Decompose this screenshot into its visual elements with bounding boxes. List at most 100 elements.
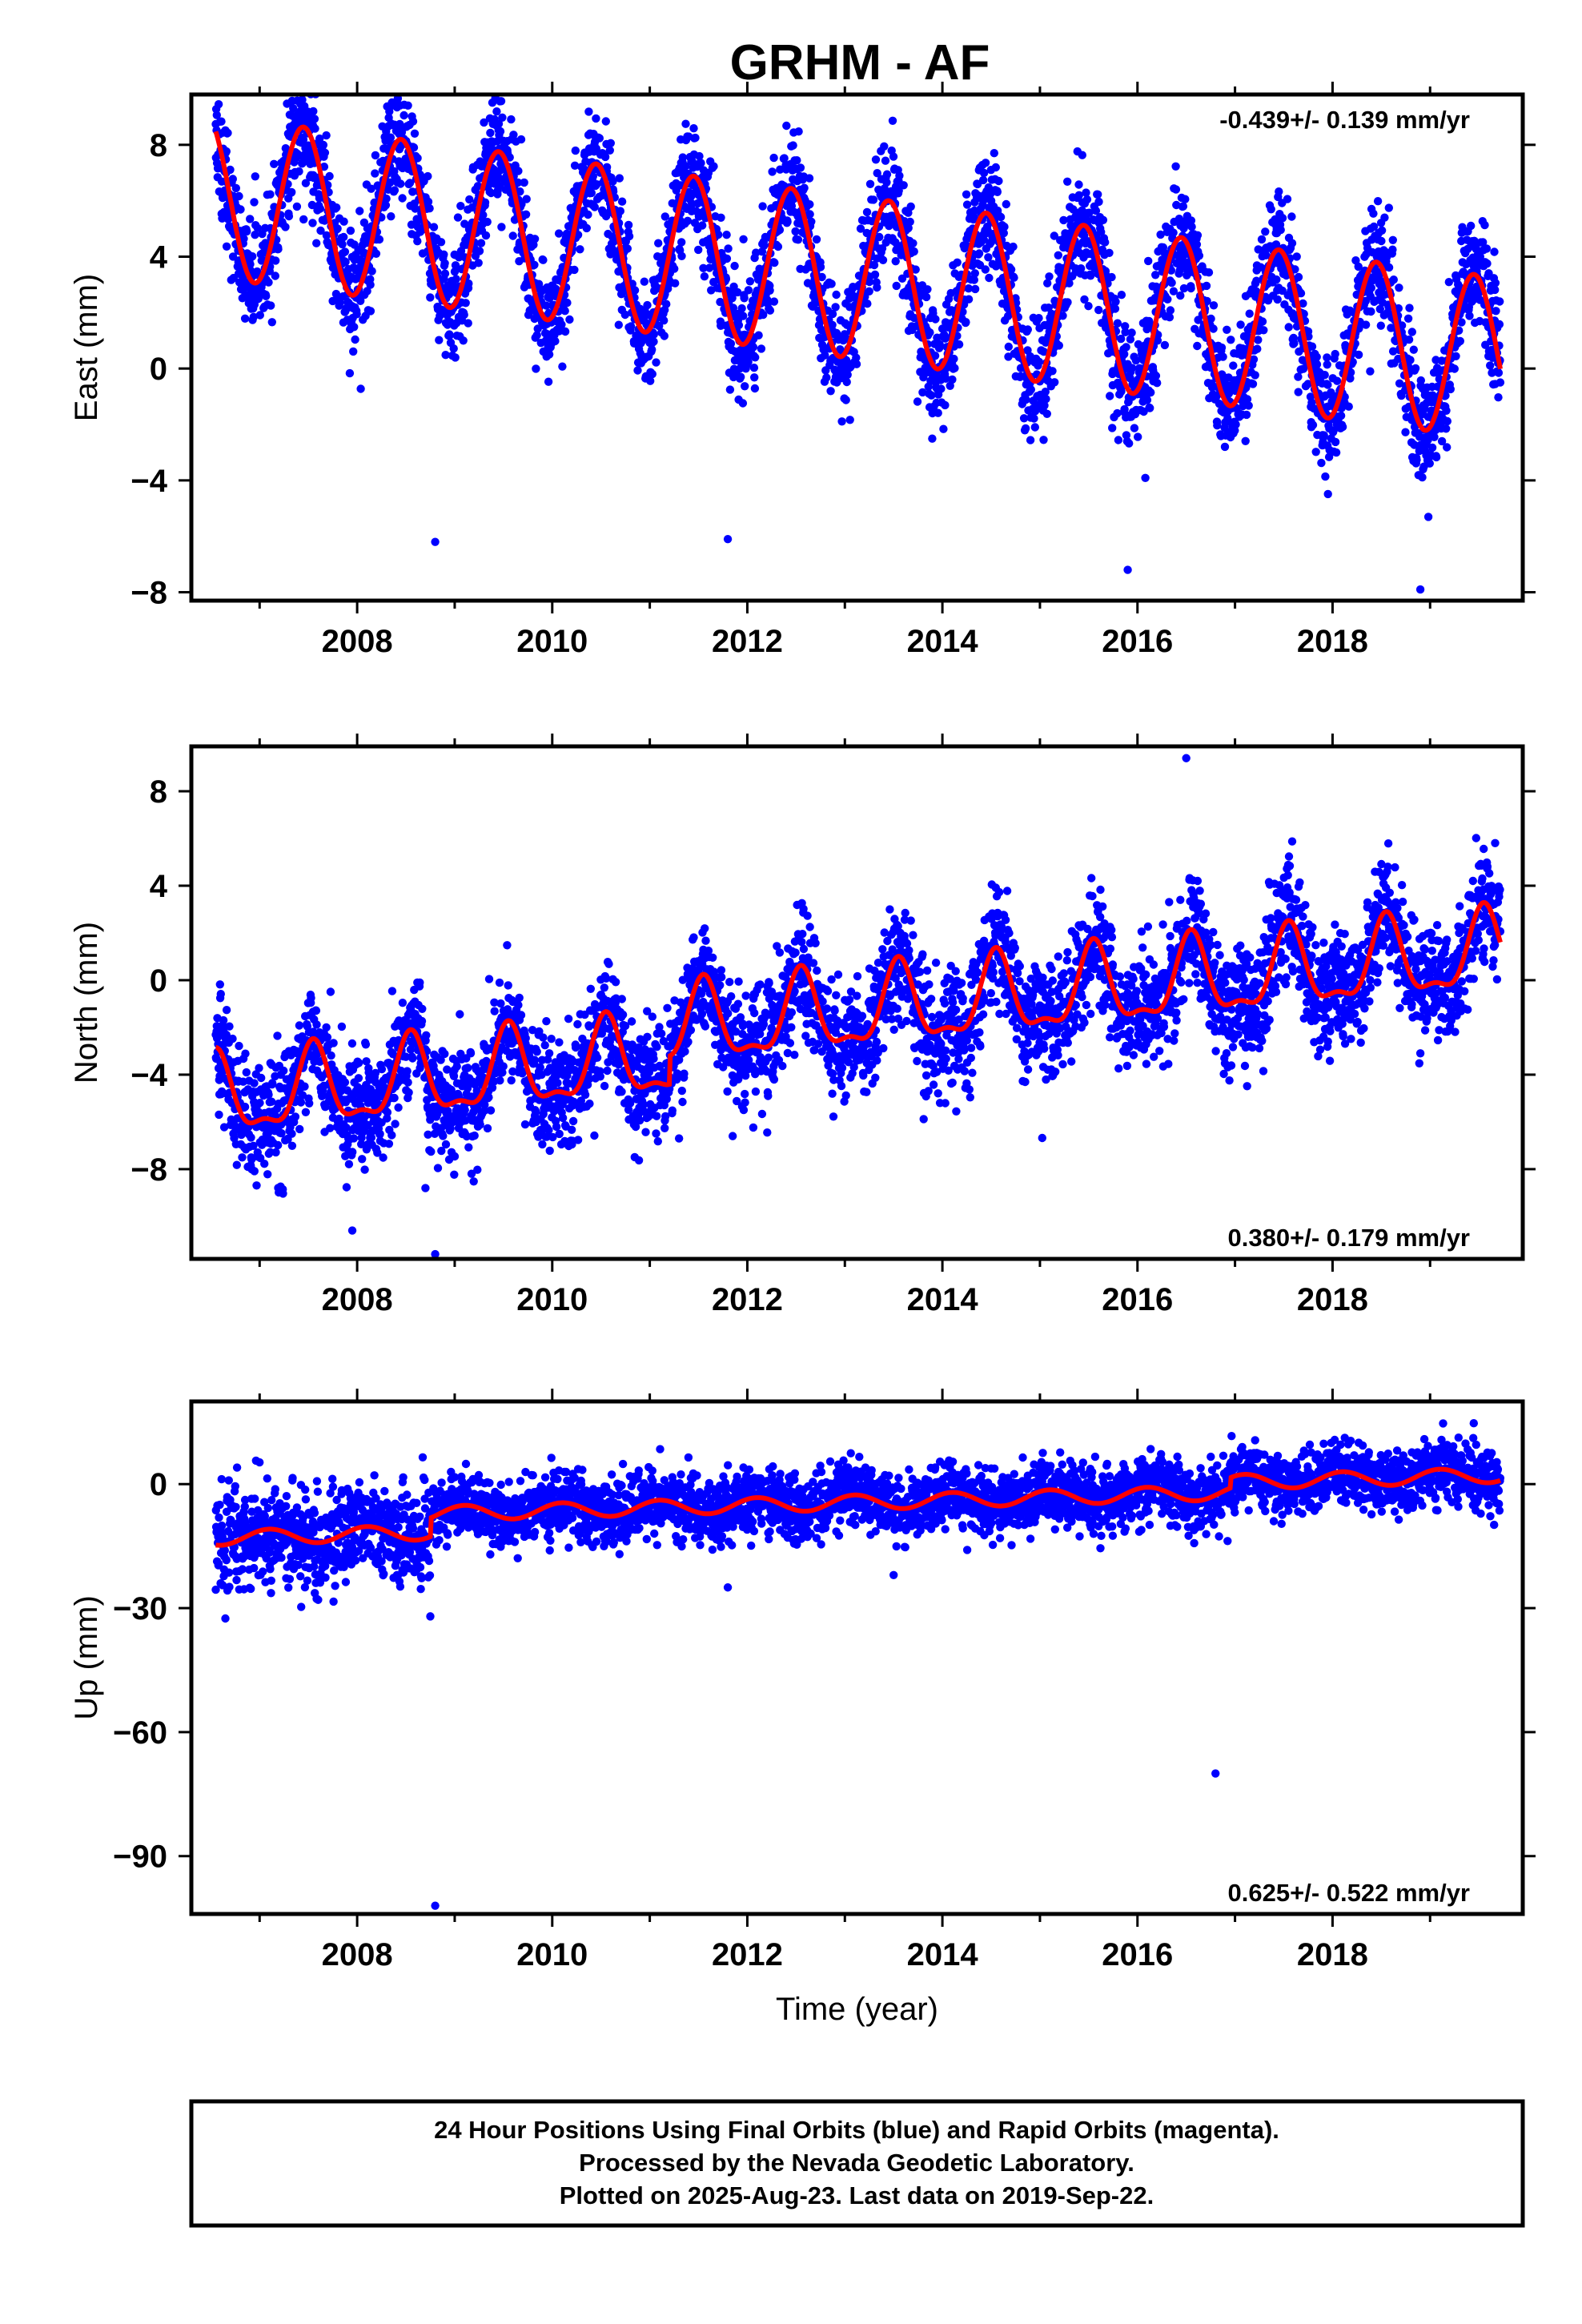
data-point: [250, 1167, 259, 1176]
data-point: [219, 1015, 228, 1025]
data-point: [942, 374, 950, 383]
data-point: [942, 333, 950, 342]
data-point: [222, 242, 231, 251]
data-point: [1122, 343, 1130, 352]
data-point: [714, 230, 723, 239]
data-point: [1207, 314, 1215, 324]
data-point: [1193, 341, 1202, 351]
data-point: [623, 244, 632, 253]
data-point: [274, 244, 283, 254]
data-point: [476, 239, 486, 247]
data-point: [352, 310, 361, 319]
data-point: [496, 97, 506, 106]
data-point: [765, 306, 775, 315]
data-point: [1427, 443, 1437, 452]
data-point: [371, 169, 379, 178]
data-point: [440, 259, 449, 267]
data-point: [216, 990, 225, 999]
data-point: [1284, 323, 1293, 332]
data-point: [1375, 304, 1385, 314]
data-point: [1117, 291, 1126, 300]
data-point: [494, 173, 503, 182]
data-point: [863, 300, 872, 308]
data-point: [461, 299, 470, 308]
data-point: [440, 250, 448, 259]
data-point: [1044, 304, 1054, 312]
data-point: [360, 1165, 369, 1174]
data-point: [411, 204, 420, 213]
data-point: [1059, 215, 1068, 225]
data-point: [760, 241, 769, 250]
data-point: [481, 231, 491, 240]
data-point: [337, 1022, 347, 1031]
data-point: [655, 321, 664, 331]
data-point: [1181, 195, 1190, 203]
data-point: [1283, 195, 1292, 203]
data-point: [533, 324, 542, 333]
data-point: [962, 200, 972, 209]
data-point: [1405, 304, 1414, 312]
data-point: [240, 1103, 250, 1112]
data-point: [1000, 223, 1009, 231]
data-point: [837, 417, 846, 426]
data-point: [291, 1112, 300, 1121]
data-point: [377, 1064, 387, 1074]
data-point: [927, 391, 936, 400]
data-point: [1338, 422, 1347, 432]
data-point: [295, 1021, 304, 1030]
data-point: [964, 284, 974, 293]
data-point: [1171, 185, 1181, 194]
data-point: [1496, 297, 1504, 306]
data-point: [740, 294, 749, 303]
data-point: [688, 199, 697, 208]
data-point: [994, 176, 1003, 186]
data-point: [1178, 202, 1188, 211]
data-point: [582, 223, 591, 233]
data-point: [1394, 304, 1403, 313]
data-point: [852, 360, 861, 368]
data-point: [1034, 314, 1043, 323]
data-point: [1320, 371, 1329, 380]
data-point: [1494, 368, 1504, 377]
data-point: [391, 1120, 400, 1128]
data-point: [726, 339, 736, 348]
data-point: [1151, 271, 1160, 279]
data-point: [279, 1189, 287, 1198]
data-point: [287, 1141, 297, 1151]
outlier-point: [431, 537, 440, 546]
data-point: [1384, 263, 1394, 272]
data-point: [875, 232, 884, 242]
data-point: [320, 148, 330, 157]
data-point: [660, 332, 669, 340]
data-point: [310, 115, 319, 123]
data-point: [670, 264, 679, 273]
data-point: [263, 1170, 272, 1179]
data-point: [214, 100, 223, 109]
data-point: [413, 154, 422, 163]
data-point: [836, 345, 845, 354]
data-point: [228, 252, 238, 261]
data-point: [350, 323, 359, 332]
data-point: [744, 357, 753, 367]
data-point: [238, 1153, 247, 1162]
data-point: [1236, 320, 1245, 329]
data-point: [1050, 231, 1059, 240]
data-point: [741, 382, 749, 391]
data-point: [981, 159, 990, 167]
data-point: [312, 239, 321, 247]
data-point: [295, 167, 303, 176]
data-point: [248, 252, 257, 261]
data-point: [425, 204, 434, 213]
data-point: [1242, 410, 1251, 420]
data-point: [260, 1160, 269, 1168]
data-point: [1336, 411, 1346, 420]
data-point: [873, 283, 881, 292]
data-point: [387, 212, 396, 221]
data-point: [325, 171, 334, 181]
data-point: [532, 331, 541, 340]
data-point: [386, 178, 395, 187]
data-point: [231, 183, 240, 193]
data-point: [232, 1160, 241, 1169]
data-point: [970, 269, 980, 278]
data-point: [648, 345, 656, 354]
